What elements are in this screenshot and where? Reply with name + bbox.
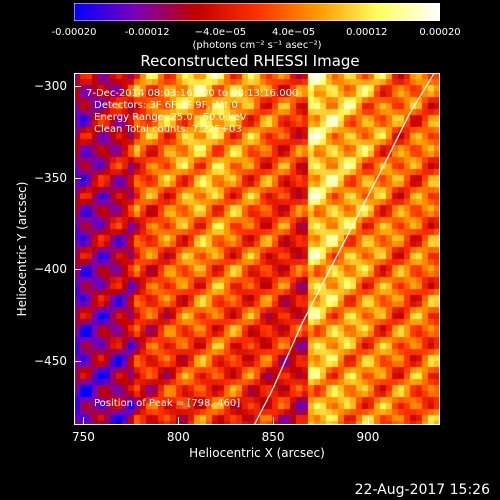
y-tick-mark — [74, 177, 81, 179]
y-tick-label: −450 — [34, 353, 67, 368]
colorbar-tick-label: -0.00012 — [124, 27, 170, 38]
y-tick-mark — [74, 269, 81, 271]
x-tick-mark — [273, 417, 275, 424]
heatmap-image — [74, 73, 440, 425]
x-tick-label: 900 — [356, 430, 380, 444]
x-tick-mark — [367, 417, 369, 424]
peak-position-label: Position of Peak = [798,-460] — [94, 398, 241, 409]
y-tick-mark — [74, 360, 81, 362]
colorbar-unit-label: (photons cm⁻² s⁻¹ asec⁻²) — [192, 40, 322, 51]
colorbar-tick-label: 0.00012 — [346, 27, 388, 38]
solar-limb — [253, 73, 435, 425]
colorbar-tick-label: −4.0e−05 — [194, 27, 247, 38]
footer-date: 22-Aug-2017 15:26 — [354, 482, 490, 498]
plot-area: 7-Dec-2014 08:03:16.000 to 08:13:16.000 … — [74, 73, 440, 425]
x-tick-mark — [178, 417, 180, 424]
x-tick-label: 800 — [166, 430, 190, 444]
colorbar — [74, 3, 440, 21]
y-tick-label: −300 — [34, 78, 67, 93]
colorbar-tick-label: 4.0e−05 — [272, 27, 316, 38]
y-tick-mark — [74, 85, 81, 87]
y-tick-label: −400 — [34, 262, 67, 277]
chart-title: Reconstructed RHESSI Image — [140, 52, 360, 70]
y-axis-label: Heliocentric Y (arcsec) — [15, 181, 29, 317]
solar-limb-line — [253, 73, 435, 425]
colorbar-tick-label: -0.00020 — [51, 27, 97, 38]
y-tick-label: −350 — [34, 170, 67, 185]
energy-range-label: Energy Range: 25.0 - 50.0 keV — [94, 112, 247, 123]
x-tick-label: 850 — [261, 430, 285, 444]
detectors-label: Detectors: 3F 6F 7F 9F, Att 0 — [94, 100, 238, 111]
x-axis-label: Heliocentric X (arcsec) — [189, 446, 325, 460]
x-tick-mark — [83, 417, 85, 424]
colorbar-tick-label: 0.00020 — [419, 27, 461, 38]
x-tick-label: 750 — [72, 430, 95, 444]
time-range-label: 7-Dec-2014 08:03:16.000 to 08:13:16.000 — [86, 88, 299, 99]
method-counts-label: Clean Total counts: 7.22E+03 — [94, 124, 242, 135]
